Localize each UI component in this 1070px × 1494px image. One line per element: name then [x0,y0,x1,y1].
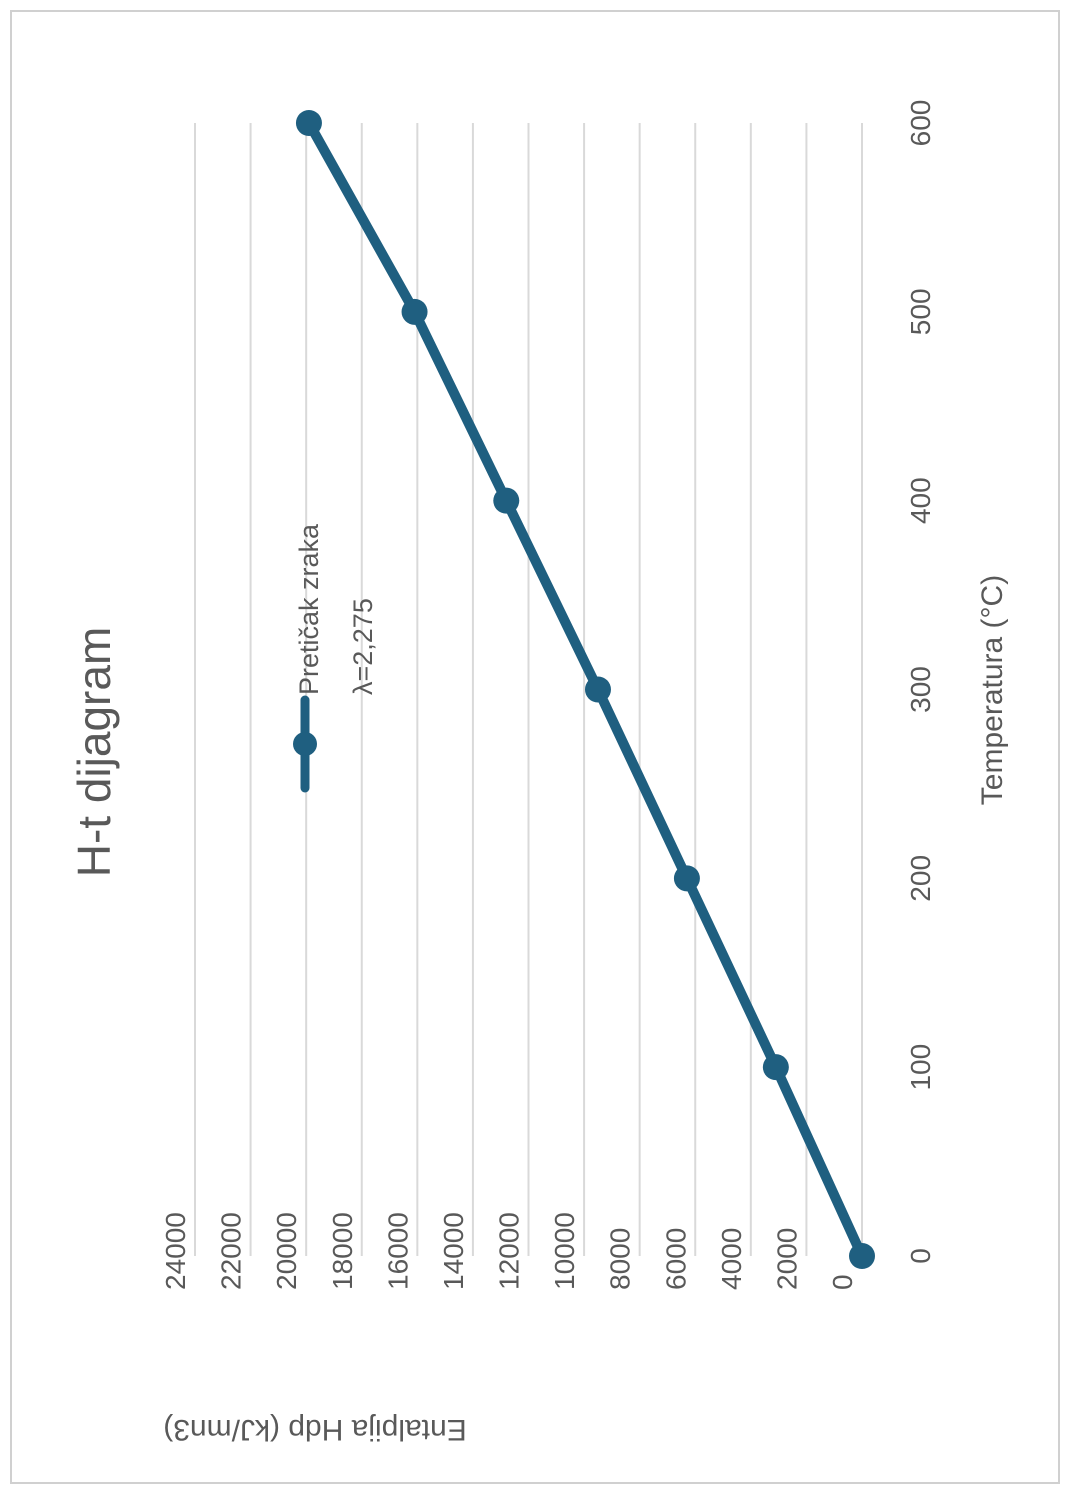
chart-frame [10,10,1060,1484]
y-tick-label: 4000 [716,1228,747,1290]
legend-label-line2: λ=2,275 [348,598,378,695]
y-tick-label: 20000 [271,1212,302,1290]
x-tick-label: 600 [905,100,936,147]
data-point [673,865,700,892]
legend-label-line1: Pretičak zraka [294,523,324,695]
x-tick-label: 300 [905,666,936,713]
data-point [849,1243,875,1269]
chart-title: H-t dijagram [68,627,120,878]
data-point [295,110,322,136]
x-tick-label: 100 [905,1044,936,1091]
data-point [493,487,520,514]
data-point [762,1054,789,1081]
x-axis-label: Temperatura (°C) [976,575,1009,805]
y-tick-label: 8000 [605,1228,636,1290]
x-tick-label: 400 [905,477,936,524]
y-tick-label: 24000 [160,1212,191,1290]
y-tick-label: 18000 [327,1212,358,1290]
y-tick-label: 2000 [771,1228,802,1290]
y-tick-label: 10000 [549,1212,580,1290]
data-point [401,298,428,325]
y-tick-labels: 0 2000 4000 6000 8000 10000 12000 14000 16000 180… [160,1212,858,1290]
y-axis-label: Entalpija Hdp (kJ/mn3) [163,1413,466,1446]
x-tick-label: 500 [905,288,936,335]
y-tick-label: 14000 [438,1212,469,1290]
x-tick-labels: 0 100 200 300 400 500 600 [905,100,936,1264]
y-tick-label: 22000 [216,1212,247,1290]
y-tick-label: 16000 [382,1212,413,1290]
x-tick-label: 200 [905,855,936,902]
legend-point-marker [293,732,317,756]
legend: Pretičak zraka λ=2,275 [293,523,378,793]
y-tick-label: 12000 [494,1212,525,1290]
series-layer [295,110,875,1269]
y-tick-label: 0 [827,1274,858,1290]
data-point [584,676,611,703]
y-tick-label: 6000 [660,1228,691,1290]
x-tick-label: 0 [905,1248,936,1264]
